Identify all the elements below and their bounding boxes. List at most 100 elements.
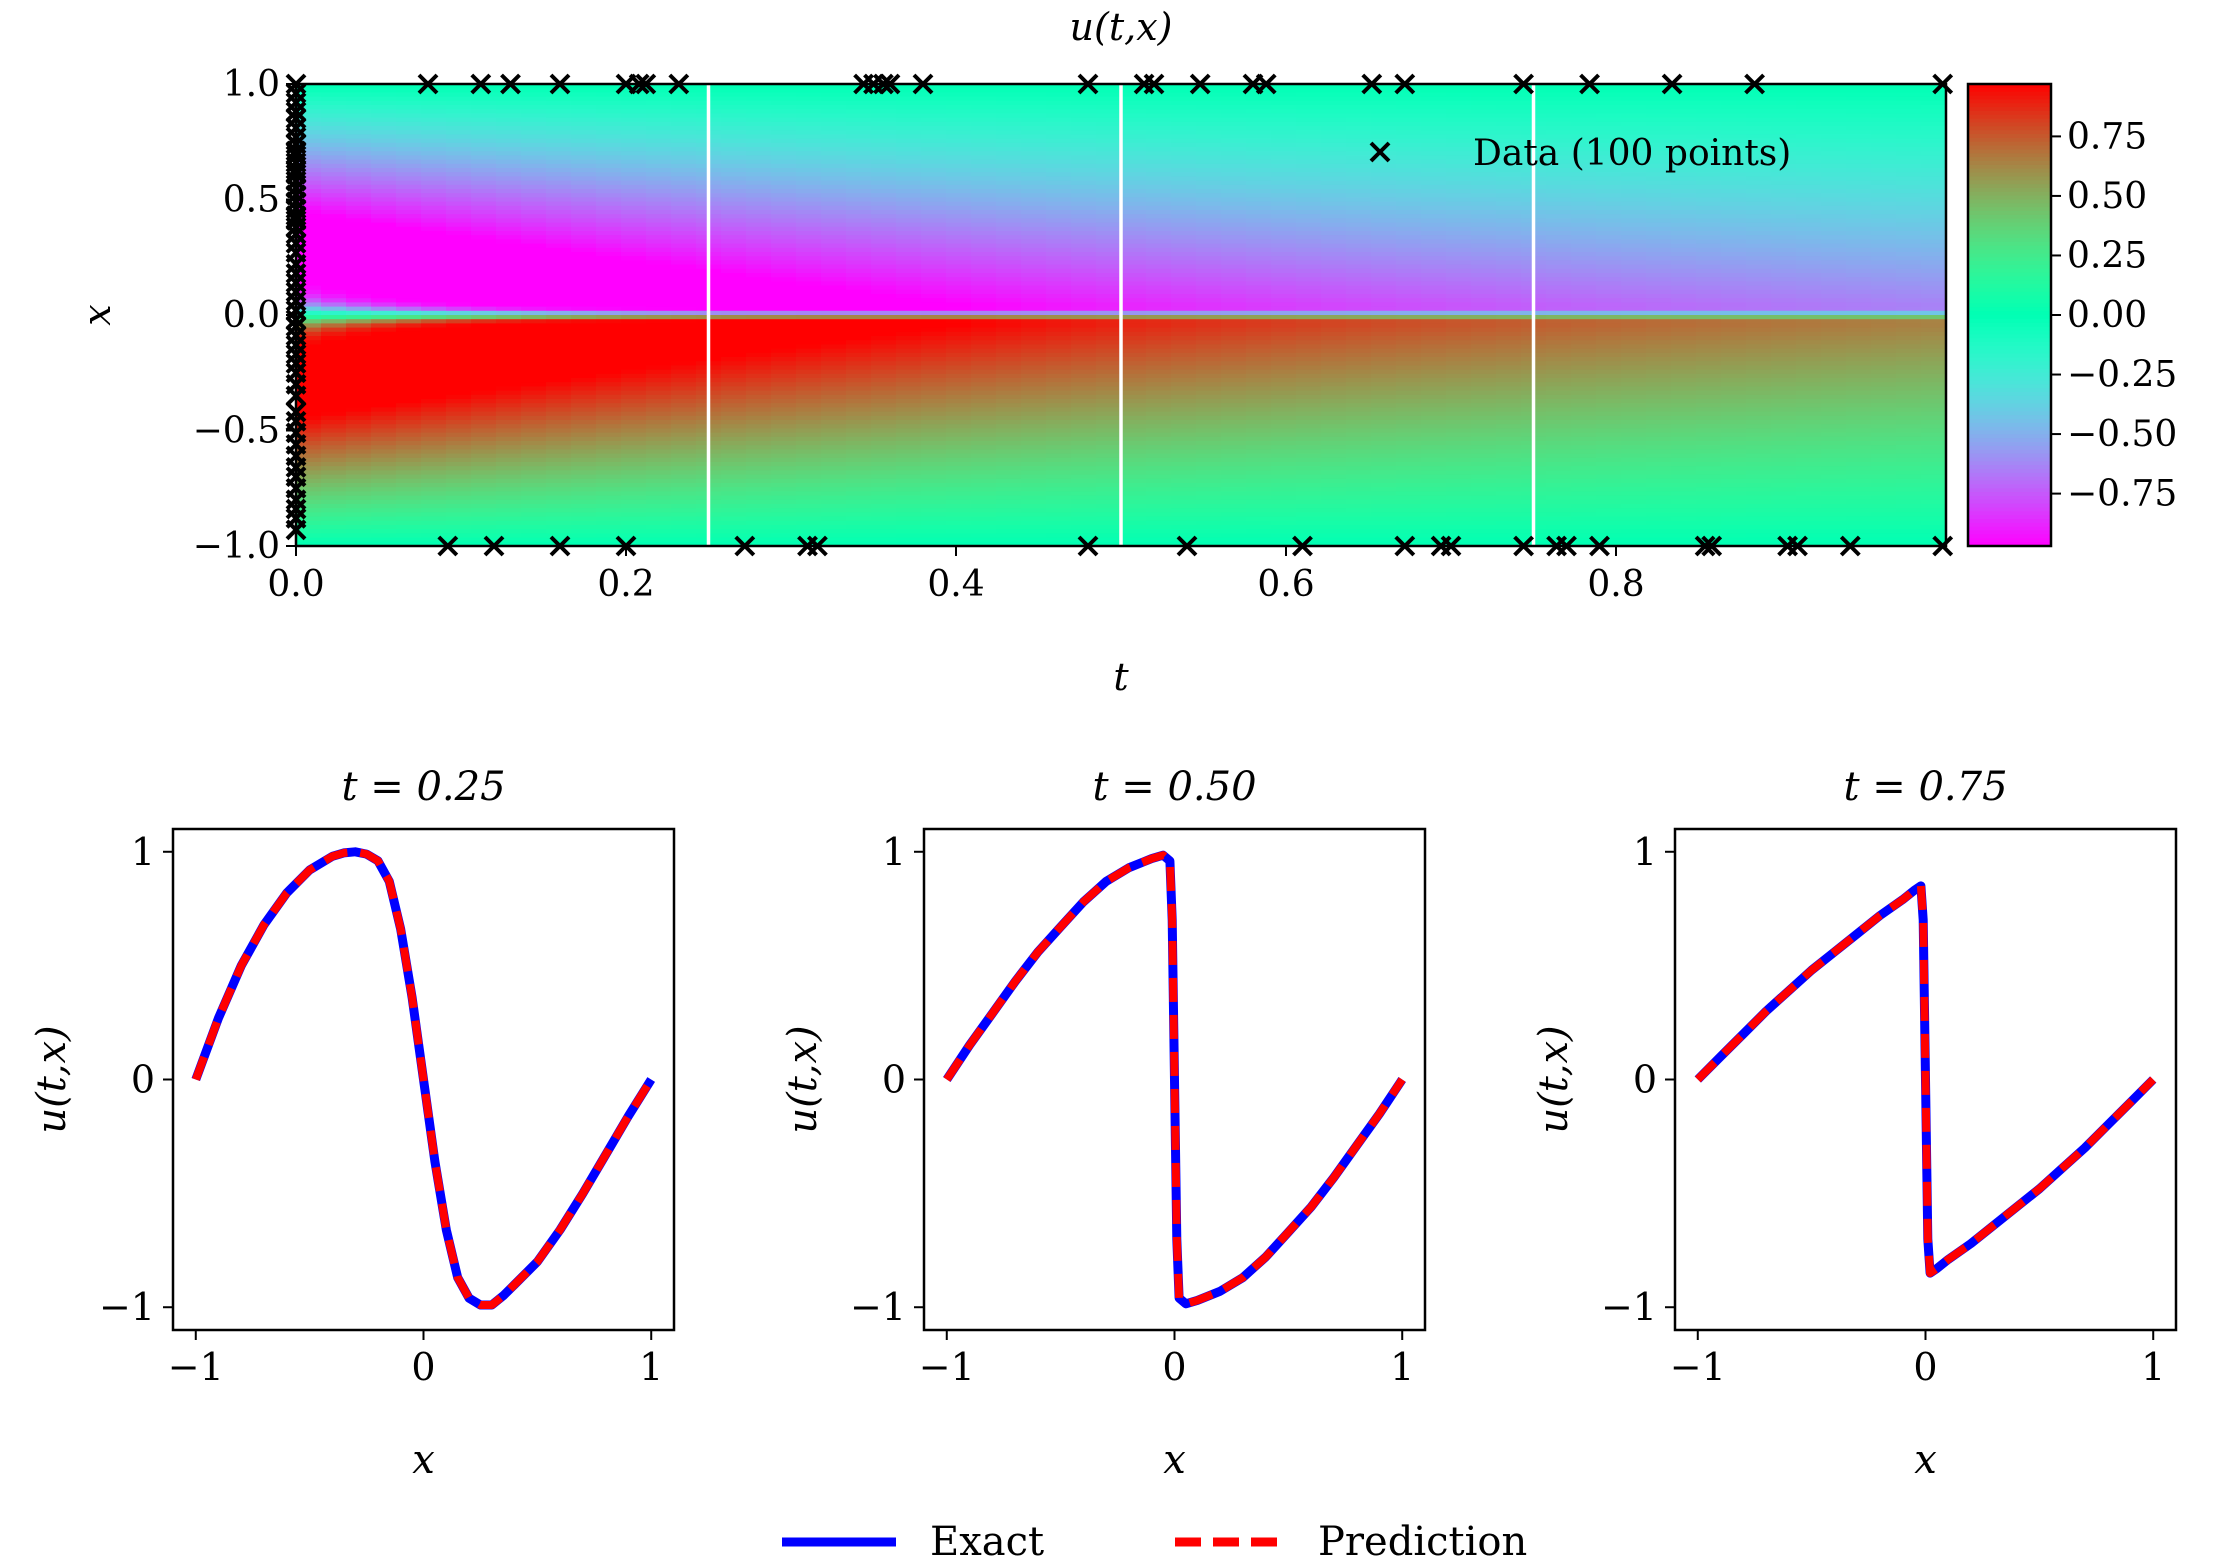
heatmap-cell [1371, 252, 1397, 258]
heatmap-cell [996, 457, 1022, 463]
heatmap-cell [796, 361, 822, 367]
heatmap-cell [996, 352, 1022, 358]
heatmap-cell [846, 168, 872, 174]
heatmap-cell [571, 176, 597, 182]
heatmap-cell [996, 239, 1022, 245]
heatmap-cell [1171, 520, 1197, 526]
heatmap-cell [621, 361, 647, 367]
heatmap-cell [396, 483, 422, 489]
heatmap-cell [771, 525, 797, 531]
heatmap-cell [596, 453, 622, 459]
heatmap-cell [1296, 256, 1322, 262]
heatmap-cell [921, 407, 947, 413]
heatmap-cell [671, 466, 697, 472]
heatmap-cell [621, 466, 647, 472]
heatmap-cell [296, 478, 322, 484]
heatmap-cell [721, 289, 747, 295]
heatmap-cell [1296, 533, 1322, 539]
heatmap-cell [1221, 369, 1247, 375]
heatmap-cell [771, 411, 797, 417]
heatmap-cell [396, 415, 422, 421]
heatmap-cell [1271, 453, 1297, 459]
heatmap-cell [1146, 168, 1172, 174]
heatmap-cell [1246, 508, 1272, 514]
heatmap-cell [671, 214, 697, 220]
heatmap-cell [1071, 327, 1097, 333]
heatmap-cell [1121, 495, 1147, 501]
heatmap-cell [471, 121, 497, 127]
heatmap-cell [721, 130, 747, 136]
heatmap-cell [521, 436, 547, 442]
heatmap-cell [1346, 491, 1372, 497]
heatmap-cell [1271, 361, 1297, 367]
heatmap-cell [1296, 365, 1322, 371]
heatmap-cell [1096, 495, 1122, 501]
heatmap-cell [721, 218, 747, 224]
heatmap-cell [1071, 151, 1097, 157]
heatmap-cell [421, 142, 447, 148]
heatmap-cell [396, 294, 422, 300]
heatmap-cell [1096, 294, 1122, 300]
heatmap-cell [521, 193, 547, 199]
heatmap-cell [1221, 407, 1247, 413]
heatmap-cell [1346, 466, 1372, 472]
heatmap-cell [621, 394, 647, 400]
heatmap-cell [1346, 449, 1372, 455]
heatmap-cell [1046, 130, 1072, 136]
heatmap-cell [1221, 323, 1247, 329]
heatmap-cell [921, 306, 947, 312]
heatmap-cell [596, 373, 622, 379]
heatmap-cell [346, 121, 372, 127]
heatmap-cell [796, 441, 822, 447]
heatmap-cell [296, 222, 322, 228]
heatmap-cell [771, 214, 797, 220]
heatmap-cell [621, 260, 647, 266]
heatmap-cell [1271, 193, 1297, 199]
heatmap-cell [1421, 243, 1447, 249]
heatmap-cell [1096, 491, 1122, 497]
heatmap-cell [921, 344, 947, 350]
heatmap-cell [921, 399, 947, 405]
heatmap-cell [1371, 327, 1397, 333]
heatmap-cell [846, 247, 872, 253]
heatmap-cell [521, 533, 547, 539]
heatmap-cell [446, 457, 472, 463]
heatmap-cell [746, 436, 772, 442]
heatmap-cell [746, 268, 772, 274]
heatmap-cell [896, 100, 922, 106]
heatmap-cell [671, 457, 697, 463]
heatmap-cell [1271, 403, 1297, 409]
heatmap-cell [921, 100, 947, 106]
heatmap-cell [521, 277, 547, 283]
heatmap-cell [1096, 172, 1122, 178]
heatmap-cell [1321, 336, 1347, 342]
heatmap-cell [746, 100, 772, 106]
heatmap-cell [1246, 386, 1272, 392]
heatmap-cell [446, 252, 472, 258]
heatmap-cell [321, 378, 347, 384]
heatmap-cell [371, 147, 397, 153]
heatmap-cell [346, 247, 372, 253]
heatmap-cell [896, 159, 922, 165]
heatmap-cell [571, 298, 597, 304]
heatmap-cell [1296, 168, 1322, 174]
heatmap-cell [1021, 415, 1047, 421]
heatmap-cell [621, 495, 647, 501]
heatmap-cell [1096, 239, 1122, 245]
heatmap-cell [1096, 541, 1122, 546]
heatmap-cell [846, 319, 872, 325]
heatmap-cell [346, 415, 372, 421]
heatmap-cell [1346, 357, 1372, 363]
heatmap-cell [1371, 457, 1397, 463]
heatmap-cell [1421, 163, 1447, 169]
heatmap-cell [971, 529, 997, 535]
heatmap-cell [746, 163, 772, 169]
heatmap-cell [771, 449, 797, 455]
heatmap-cell [871, 130, 897, 136]
heatmap-cell [521, 117, 547, 123]
heatmap-cell [546, 96, 572, 102]
heatmap-cell [646, 235, 672, 241]
heatmap-cell [1046, 315, 1072, 321]
heatmap-cell [546, 445, 572, 451]
heatmap-cell [821, 457, 847, 463]
